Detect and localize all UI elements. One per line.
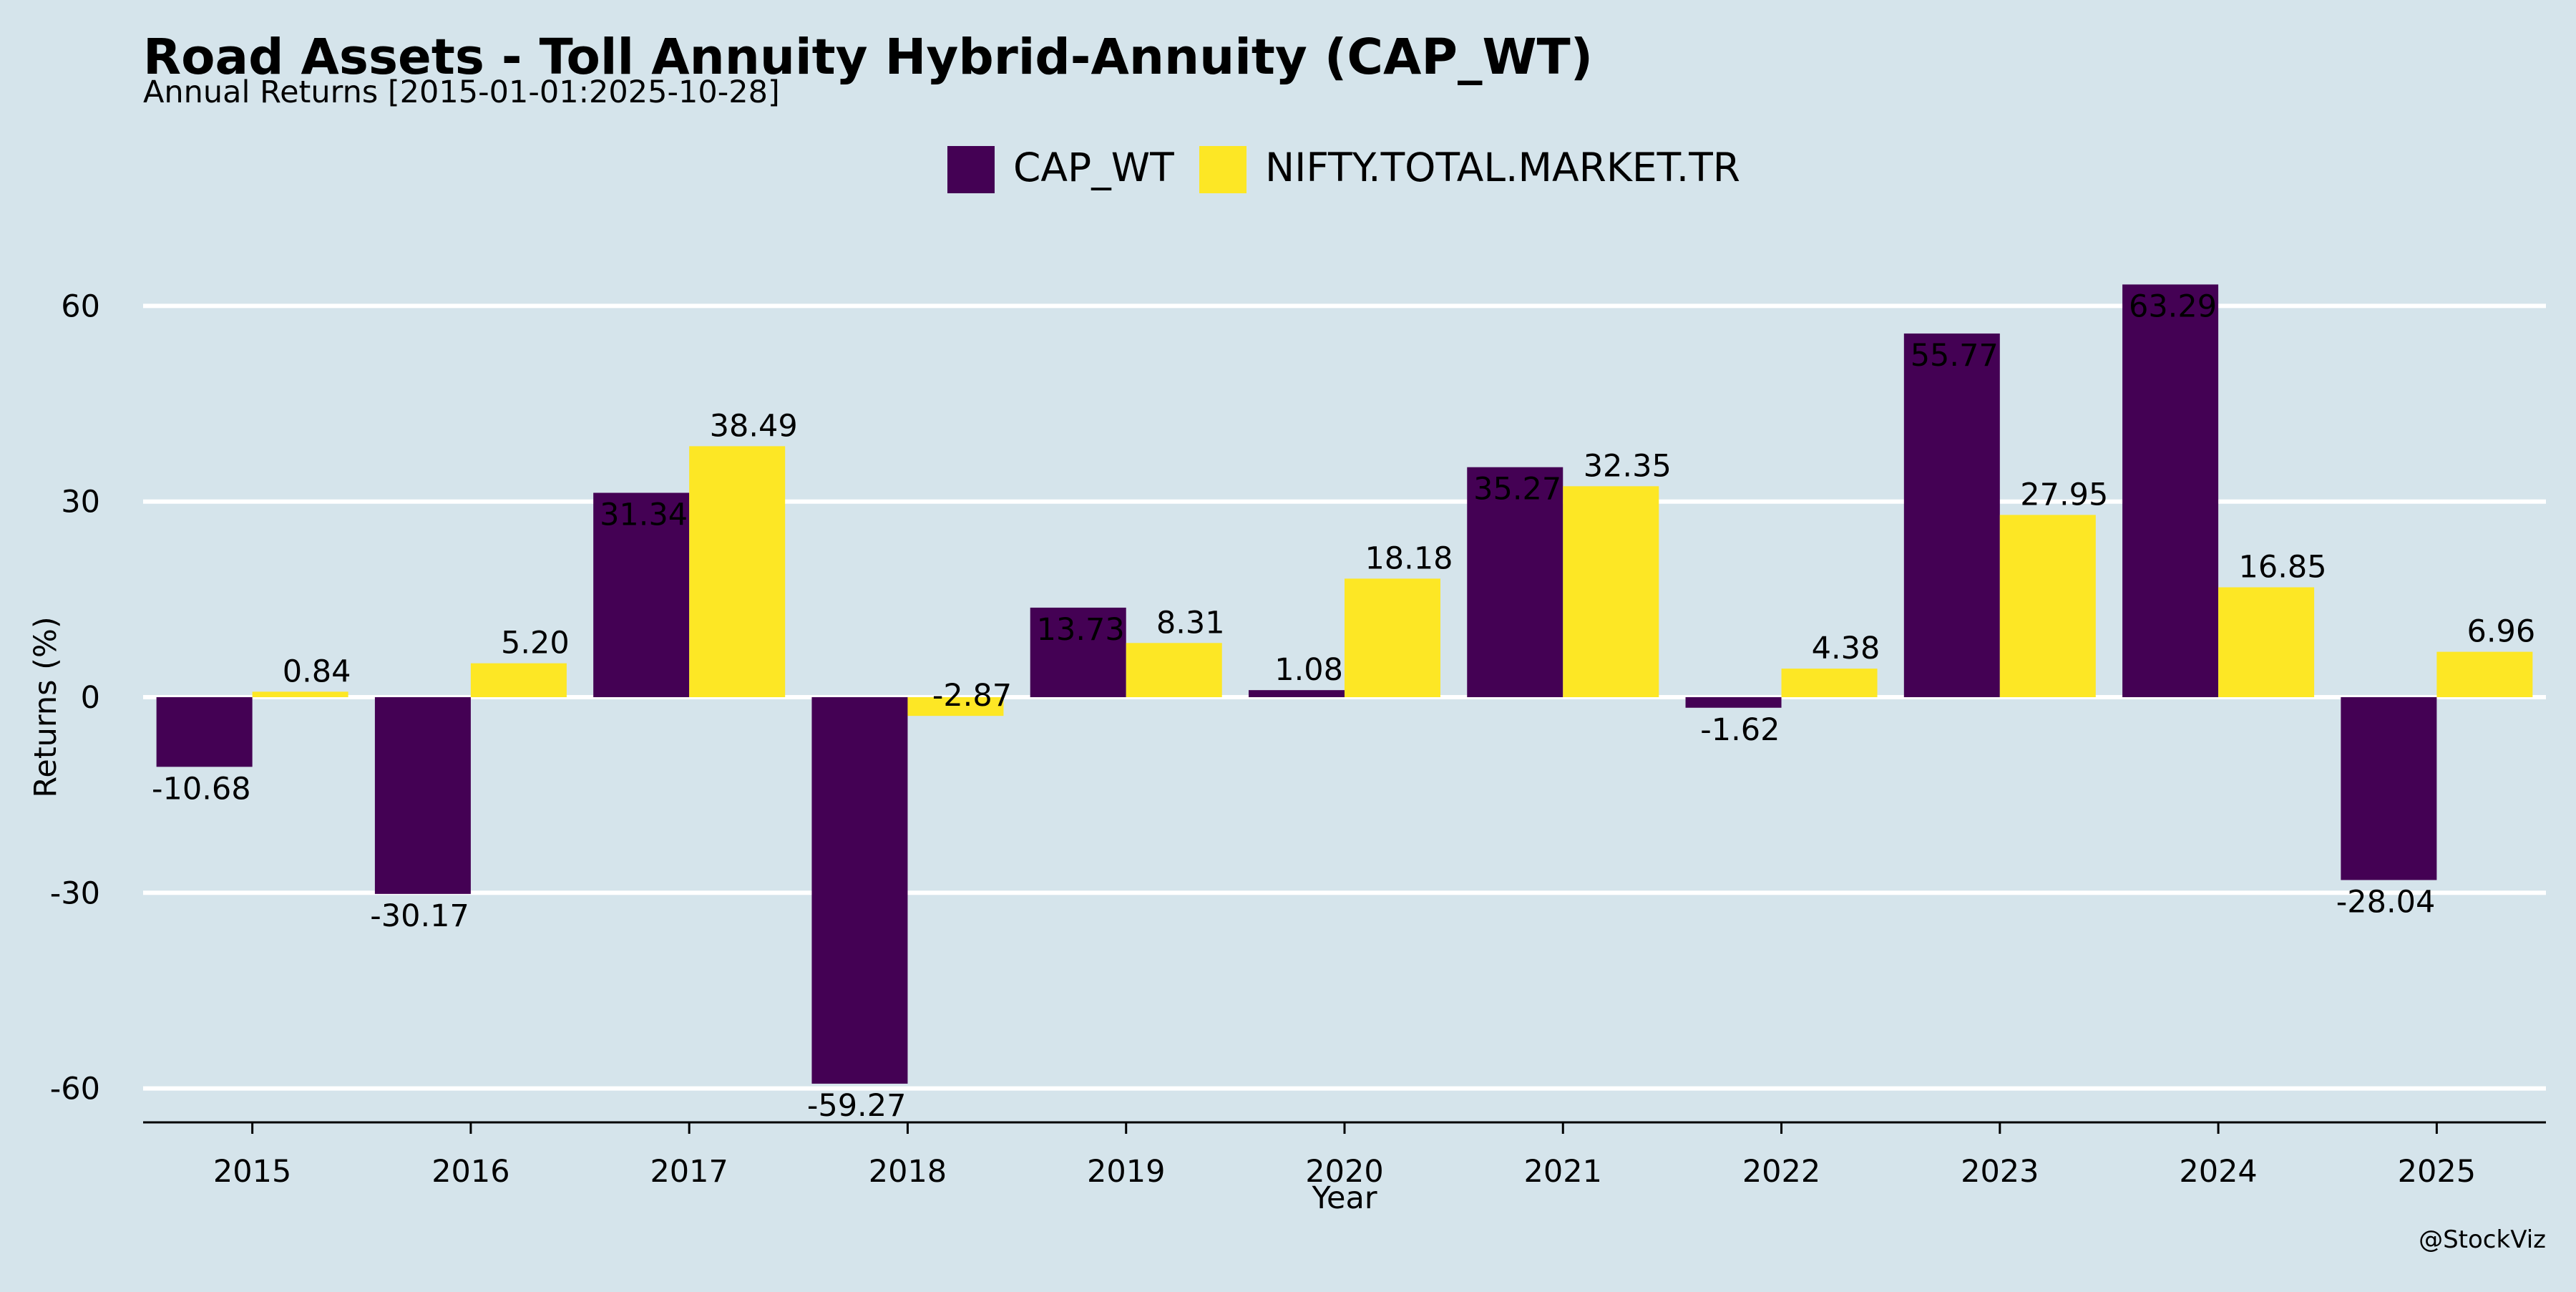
bar-nifty bbox=[470, 663, 567, 697]
data-label-nifty: 16.85 bbox=[2239, 549, 2327, 585]
bar-nifty bbox=[1781, 669, 1878, 697]
data-label-nifty: 32.35 bbox=[1584, 448, 1672, 484]
bar-cap-wt bbox=[1685, 697, 1782, 708]
data-label-cap-wt: -1.62 bbox=[1700, 712, 1780, 748]
legend-label-cap-wt: CAP_WT bbox=[1013, 145, 1174, 190]
data-label-nifty: 6.96 bbox=[2467, 614, 2535, 650]
data-label-nifty: 18.18 bbox=[1365, 540, 1453, 576]
x-tick-label: 2025 bbox=[2398, 1154, 2476, 1190]
legend-swatch-nifty bbox=[1199, 146, 1246, 193]
data-label-cap-wt: 1.08 bbox=[1274, 652, 1343, 688]
bar-cap-wt bbox=[2122, 284, 2219, 697]
x-tick-label: 2016 bbox=[431, 1154, 509, 1190]
legend-label-nifty: NIFTY.TOTAL.MARKET.TR bbox=[1265, 145, 1740, 190]
y-tick-label: 30 bbox=[61, 485, 100, 520]
credit-label: @StockViz bbox=[2419, 1225, 2546, 1254]
y-tick-label: -60 bbox=[50, 1072, 100, 1107]
bar-nifty bbox=[1345, 578, 1440, 697]
data-label-cap-wt: 31.34 bbox=[600, 497, 688, 533]
data-label-cap-wt: -59.27 bbox=[807, 1088, 907, 1124]
x-tick-label: 2021 bbox=[1524, 1154, 1602, 1190]
data-label-nifty: 27.95 bbox=[2020, 477, 2108, 513]
bar-cap-wt bbox=[156, 697, 253, 767]
data-label-nifty: 38.49 bbox=[710, 408, 798, 444]
x-tick-label: 2018 bbox=[869, 1154, 947, 1190]
x-tick-label: 2020 bbox=[1305, 1154, 1383, 1190]
x-tick-label: 2017 bbox=[650, 1154, 728, 1190]
bar-nifty bbox=[1126, 643, 1222, 697]
bar-cap-wt bbox=[1903, 333, 2000, 697]
data-label-cap-wt: 13.73 bbox=[1037, 612, 1125, 648]
x-tick-label: 2022 bbox=[1742, 1154, 1820, 1190]
y-tick-label: 0 bbox=[81, 680, 100, 716]
data-label-cap-wt: -30.17 bbox=[370, 898, 469, 934]
data-label-cap-wt: -28.04 bbox=[2336, 884, 2436, 920]
labels-layer: -10.68 0.84 -30.17 5.20 31.34 38.49 -59.27 -2.8… bbox=[152, 288, 2535, 1124]
bar-cap-wt bbox=[374, 697, 471, 894]
bar-cap-wt bbox=[1030, 607, 1126, 697]
bar-nifty bbox=[907, 697, 1004, 717]
chart-subtitle: Annual Returns [2015-01-01:2025-10-28] bbox=[143, 74, 780, 110]
y-axis-label: Returns (%) bbox=[28, 616, 64, 797]
data-label-nifty: -2.87 bbox=[932, 678, 1012, 714]
x-tick-label: 2023 bbox=[1961, 1154, 2039, 1190]
data-label-cap-wt: 35.27 bbox=[1473, 472, 1561, 507]
x-tick-label: 2024 bbox=[2179, 1154, 2257, 1190]
data-label-nifty: 5.20 bbox=[501, 626, 570, 661]
bar-cap-wt bbox=[2341, 697, 2437, 880]
data-label-cap-wt: 55.77 bbox=[1911, 338, 1999, 374]
bar-nifty bbox=[1999, 515, 2096, 697]
bar-nifty bbox=[1563, 486, 1659, 697]
legend-swatch-cap-wt bbox=[947, 146, 995, 193]
bar-cap-wt bbox=[1467, 467, 1563, 697]
chart-title: Road Assets - Toll Annuity Hybrid-Annuit… bbox=[143, 29, 1593, 86]
bar-nifty bbox=[2218, 587, 2315, 697]
data-label-nifty: 4.38 bbox=[1812, 631, 1880, 666]
x-tick-label: 2019 bbox=[1087, 1154, 1165, 1190]
bar-nifty bbox=[252, 691, 348, 697]
bars-layer bbox=[156, 284, 2533, 1084]
data-label-cap-wt: 63.29 bbox=[2129, 288, 2217, 324]
bar-cap-wt bbox=[1249, 690, 1345, 697]
y-tick-label: -30 bbox=[50, 875, 100, 911]
bar-cap-wt bbox=[811, 697, 908, 1084]
data-label-nifty: 0.84 bbox=[283, 654, 351, 689]
bar-nifty bbox=[689, 446, 786, 697]
bar-nifty bbox=[2436, 651, 2533, 697]
data-label-cap-wt: -10.68 bbox=[152, 771, 251, 807]
x-axis-label: Year bbox=[1311, 1180, 1377, 1216]
legend: CAP_WT NIFTY.TOTAL.MARKET.TR bbox=[947, 145, 1740, 193]
y-tick-label: 60 bbox=[61, 288, 100, 324]
x-tick-label: 2015 bbox=[213, 1154, 291, 1190]
data-label-nifty: 8.31 bbox=[1156, 605, 1225, 641]
bar-cap-wt bbox=[593, 492, 690, 697]
axis-layer: -60 -30 0 30 60 2015 2016 2017 2018 2019 2020 2021 2… bbox=[50, 288, 2546, 1190]
